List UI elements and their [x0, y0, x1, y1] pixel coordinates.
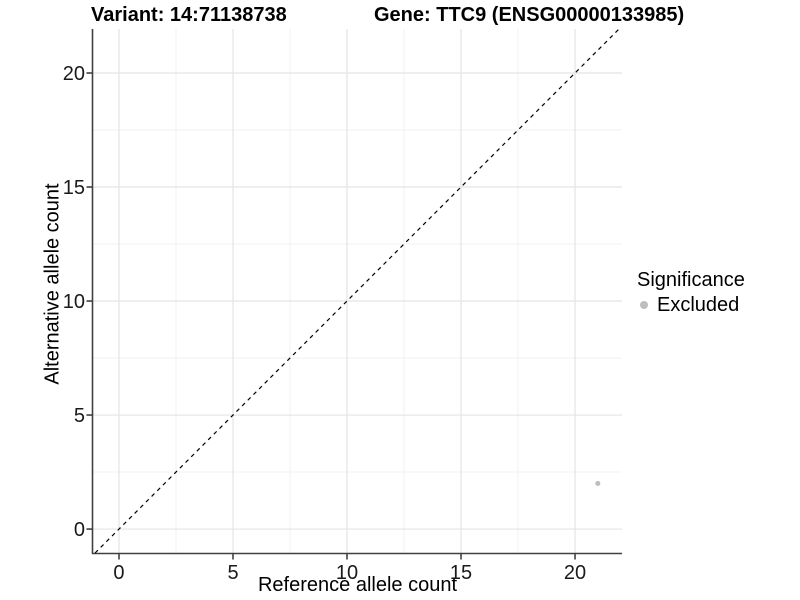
legend-key — [631, 293, 657, 317]
y-axis-title: Alternative allele count — [41, 183, 64, 385]
x-tick-label: 10 — [336, 562, 358, 584]
x-axis-title: Reference allele count — [257, 574, 457, 596]
x-tick-label: 20 — [564, 562, 586, 584]
x-tick-label: 15 — [450, 562, 472, 584]
legend: Significance Excluded — [637, 268, 745, 317]
gene-title: Gene: TTC9 (ENSG00000133985) — [374, 4, 685, 26]
y-tick-label: 15 — [63, 177, 85, 199]
legend-point-icon — [640, 301, 648, 309]
legend-entries: Excluded — [637, 293, 745, 317]
legend-entry-label: Excluded — [657, 294, 740, 316]
y-tick-label: 10 — [63, 291, 85, 313]
x-tick-label: 5 — [227, 562, 238, 584]
x-tick-label: 0 — [113, 562, 124, 584]
variant-title: Variant: 14:71138738 — [91, 4, 287, 26]
y-tick-label: 20 — [63, 63, 85, 85]
identity-reference-line — [94, 28, 620, 554]
y-tick-label: 5 — [74, 405, 85, 427]
y-tick-label: 0 — [74, 519, 85, 541]
legend-title: Significance — [637, 269, 745, 291]
legend-entry: Excluded — [637, 293, 745, 317]
data-point — [595, 480, 601, 486]
